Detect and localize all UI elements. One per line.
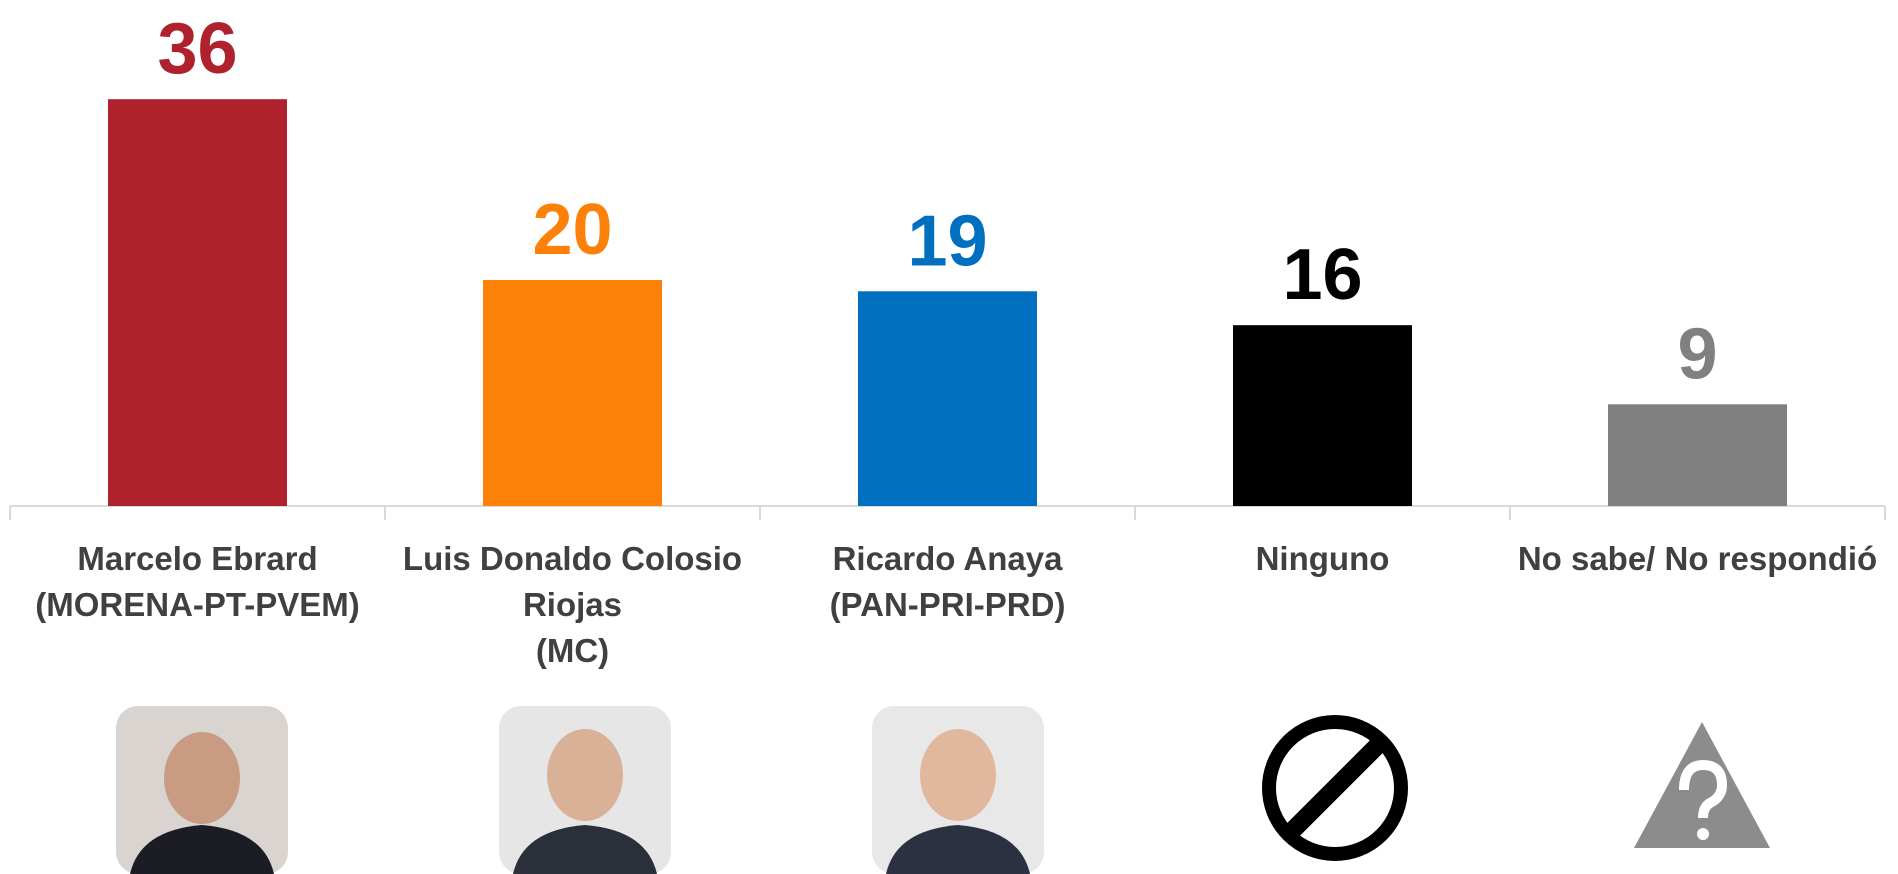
candidate-photo [116, 706, 288, 874]
bar [1608, 404, 1787, 506]
candidate-photo [499, 706, 671, 874]
value-label: 20 [532, 190, 612, 270]
value-label: 9 [1677, 314, 1717, 394]
none-icon [1262, 715, 1408, 861]
x-tick-label: Ricardo Anaya (PAN-PRI-PRD) [829, 540, 1066, 623]
x-tick-label: Luis Donaldo Colosio Riojas (MC) [402, 540, 743, 669]
x-tick-label: No sabe/ No respondió [1517, 540, 1878, 577]
value-label: 36 [157, 9, 237, 89]
candidate-photo [872, 706, 1044, 874]
x-tick-label: Ninguno [1255, 540, 1390, 577]
bar [108, 99, 287, 506]
bar [1233, 325, 1412, 506]
unknown-icon [1634, 722, 1770, 848]
value-label: 16 [1282, 235, 1362, 315]
bar [483, 280, 662, 506]
value-label: 19 [907, 201, 987, 281]
x-tick-label: Marcelo Ebrard (MORENA-PT-PVEM) [35, 540, 360, 623]
bar [858, 291, 1037, 506]
